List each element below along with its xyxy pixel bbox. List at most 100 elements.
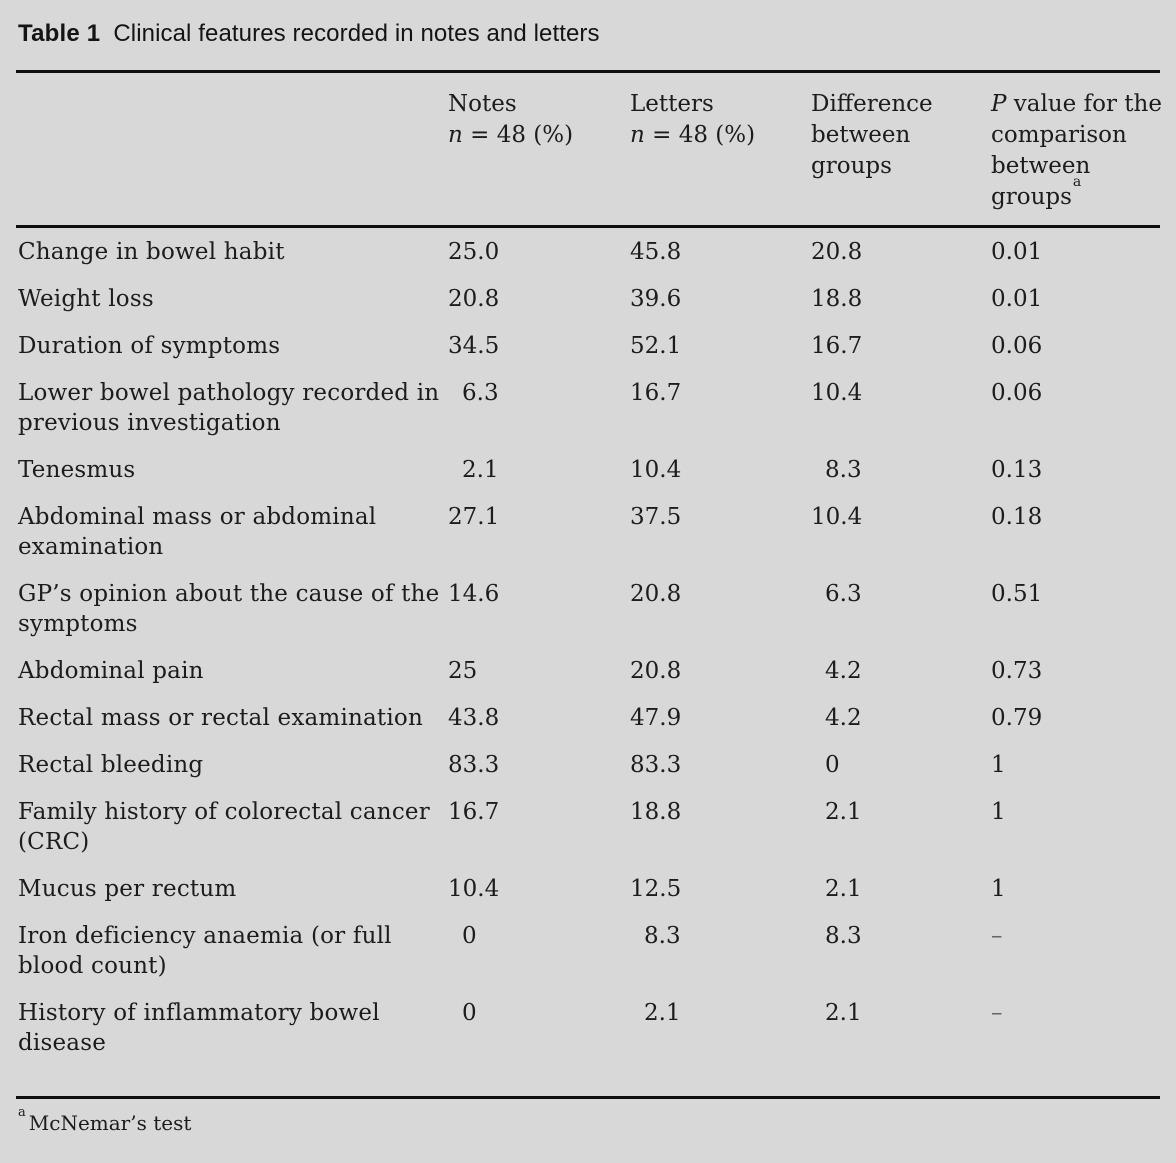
difference-value: 10.4 — [811, 380, 863, 406]
difference-header-line1: Difference — [811, 91, 933, 117]
difference-value: 18.8 — [811, 286, 863, 312]
difference-value: 10.4 — [811, 504, 863, 530]
p-value: 0.79 — [991, 705, 1043, 731]
table-row: Abdominal pain 25 20.8 4.2 0.73 — [16, 647, 1160, 694]
footnote-marker: a — [18, 1105, 26, 1121]
pvalue-header-line4: groups — [991, 184, 1072, 210]
p-value: 0.06 — [991, 333, 1043, 359]
difference-value: 8.3 — [825, 923, 862, 949]
letters-value: 37.5 — [630, 504, 682, 530]
top-rule — [16, 70, 1160, 73]
feature-label: Change in bowel habit — [18, 239, 285, 265]
letters-value: 12.5 — [630, 876, 682, 902]
table-row: Change in bowel habit 25.0 45.8 20.8 0.01 — [16, 227, 1160, 276]
letters-value: 20.8 — [630, 658, 682, 684]
footnote-text: McNemar’s test — [28, 1111, 192, 1135]
bottom-rule — [16, 1096, 1160, 1099]
letters-value: 39.6 — [630, 286, 682, 312]
notes-value: 83.3 — [448, 752, 500, 778]
letters-value: 18.8 — [630, 799, 682, 825]
letters-value: 20.8 — [630, 581, 682, 607]
letters-value: 47.9 — [630, 705, 682, 731]
difference-value: 16.7 — [811, 333, 863, 359]
feature-label: Iron deficiency anaemia (or full blood c… — [18, 923, 392, 979]
notes-value: 25.0 — [448, 239, 500, 265]
footnote: a McNemar’s test — [16, 1099, 1160, 1135]
feature-label: Weight loss — [18, 286, 154, 312]
feature-label: Lower bowel pathology recorded in previo… — [18, 380, 440, 436]
p-value: 0.73 — [991, 658, 1043, 684]
letters-value: 16.7 — [630, 380, 682, 406]
difference-value: 20.8 — [811, 239, 863, 265]
p-value: 0.06 — [991, 380, 1043, 406]
feature-label: GP’s opinion about the cause of the symp… — [18, 581, 440, 637]
table-body: Change in bowel habit 25.0 45.8 20.8 0.01 Wei… — [16, 227, 1160, 1067]
pvalue-header-line2: comparison — [991, 122, 1127, 148]
table-row: Tenesmus 2.1 10.4 8.3 0.13 — [16, 446, 1160, 493]
feature-label: Abdominal pain — [18, 658, 204, 684]
clinical-features-table: Notes n = 48 (%) Letters n = 48 (%) Diff… — [16, 73, 1162, 1067]
table-row: Lower bowel pathology recorded in previo… — [16, 369, 1160, 446]
p-value: 0.13 — [991, 457, 1043, 483]
p-value: 0.01 — [991, 239, 1043, 265]
p-value: – — [991, 1000, 1003, 1026]
difference-value: 2.1 — [825, 1000, 862, 1026]
table-row: Rectal mass or rectal examination 43.8 47.… — [16, 694, 1160, 741]
col-header-difference: Difference between groups — [811, 73, 991, 227]
notes-value: 27.1 — [448, 504, 500, 530]
table-title: Table 1 Clinical features recorded in not… — [16, 0, 1160, 49]
notes-value: 0 — [462, 1000, 477, 1026]
notes-value: 34.5 — [448, 333, 500, 359]
table-row: Weight loss 20.8 39.6 18.8 0.01 — [16, 275, 1160, 322]
notes-value: 10.4 — [448, 876, 500, 902]
letters-n-count: = 48 (%) — [644, 122, 756, 148]
notes-value: 20.8 — [448, 286, 500, 312]
difference-value: 0 — [825, 752, 840, 778]
difference-value: 2.1 — [825, 799, 862, 825]
feature-label: Family history of colorectal cancer (CRC… — [18, 799, 430, 855]
col-header-pvalue: P value for the comparison between group… — [991, 73, 1162, 227]
p-value: 1 — [991, 876, 1006, 902]
notes-n-count: = 48 (%) — [462, 122, 574, 148]
col-header-feature — [16, 73, 448, 227]
p-value: 0.01 — [991, 286, 1043, 312]
header-row: Notes n = 48 (%) Letters n = 48 (%) Diff… — [16, 73, 1162, 227]
letters-value: 8.3 — [644, 923, 681, 949]
notes-value: 2.1 — [462, 457, 499, 483]
letters-n-italic: n — [630, 122, 645, 148]
table-number: Table 1 — [18, 20, 101, 47]
notes-value: 14.6 — [448, 581, 500, 607]
difference-value: 4.2 — [825, 658, 862, 684]
difference-header-line3: groups — [811, 153, 892, 179]
pvalue-footnote-marker: a — [1072, 174, 1082, 191]
feature-label: Mucus per rectum — [18, 876, 237, 902]
table-row: GP’s opinion about the cause of the symp… — [16, 570, 1160, 647]
difference-value: 2.1 — [825, 876, 862, 902]
p-value: 1 — [991, 799, 1006, 825]
table-row: Abdominal mass or abdominal examination 2… — [16, 493, 1160, 570]
feature-label: Duration of symptoms — [18, 333, 281, 359]
feature-label: Rectal bleeding — [18, 752, 204, 778]
pvalue-header-line3: between — [991, 153, 1091, 179]
table-row: Iron deficiency anaemia (or full blood c… — [16, 912, 1160, 989]
notes-value: 43.8 — [448, 705, 500, 731]
letters-value: 83.3 — [630, 752, 682, 778]
p-value: 0.51 — [991, 581, 1043, 607]
p-italic: P — [991, 91, 1007, 117]
feature-label: Tenesmus — [18, 457, 136, 483]
p-value: – — [991, 923, 1003, 949]
p-value: 1 — [991, 752, 1006, 778]
notes-value: 16.7 — [448, 799, 500, 825]
difference-value: 8.3 — [825, 457, 862, 483]
table-row: Rectal bleeding 83.3 83.3 0 1 — [16, 741, 1160, 788]
letters-value: 10.4 — [630, 457, 682, 483]
feature-label: Abdominal mass or abdominal examination — [18, 504, 377, 560]
table-row: History of inflammatory bowel disease 0 2.… — [16, 989, 1160, 1066]
feature-label: History of inflammatory bowel disease — [18, 1000, 380, 1056]
feature-label: Rectal mass or rectal examination — [18, 705, 423, 731]
letters-header-title: Letters — [630, 91, 714, 117]
table-row: Family history of colorectal cancer (CRC… — [16, 788, 1160, 865]
pvalue-header-line1: value for the — [1006, 91, 1162, 117]
notes-n-italic: n — [448, 122, 463, 148]
letters-value: 45.8 — [630, 239, 682, 265]
